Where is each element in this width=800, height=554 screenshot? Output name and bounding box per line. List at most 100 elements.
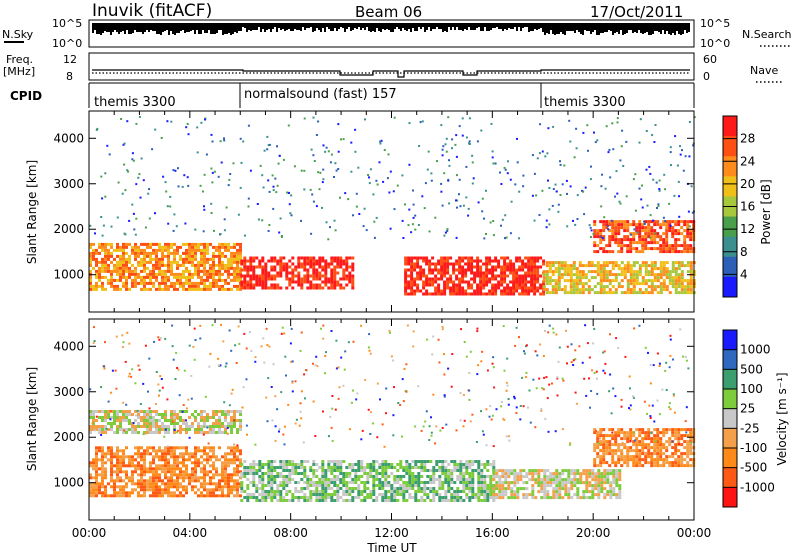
heatmap-cell: [273, 469, 277, 472]
heatmap-cell: [657, 205, 660, 207]
heatmap-cell: [408, 463, 412, 466]
heatmap-cell: [110, 269, 113, 273]
heatmap-cell: [354, 475, 358, 478]
heatmap-cell: [89, 287, 92, 291]
heatmap-cell: [369, 472, 373, 475]
heatmap-cell: [116, 479, 119, 483]
heatmap-cell: [324, 469, 328, 472]
nsky-label: N.Sky: [2, 28, 34, 41]
heatmap-cell: [582, 469, 586, 473]
heatmap-cell: [471, 487, 475, 490]
heatmap-cell: [546, 481, 550, 485]
heatmap-cell: [206, 251, 209, 255]
heatmap-cell: [321, 487, 325, 490]
heatmap-cell: [683, 264, 687, 268]
heatmap-cell: [557, 270, 561, 274]
heatmap-cell: [212, 272, 215, 276]
heatmap-cell: [336, 271, 340, 275]
heatmap-cell: [393, 466, 397, 469]
heatmap-cell: [513, 481, 517, 485]
heatmap-cell: [404, 289, 408, 293]
heatmap-cell: [543, 484, 547, 488]
heatmap-cell: [143, 254, 146, 258]
heatmap-cell: [327, 150, 330, 153]
heatmap-cell: [89, 485, 92, 489]
heatmap-cell: [503, 286, 507, 290]
heatmap-cell: [549, 484, 553, 488]
heatmap-cell: [662, 244, 666, 248]
heatmap-cell: [384, 490, 388, 493]
heatmap-cell: [527, 256, 531, 260]
heatmap-cell: [137, 413, 140, 416]
heatmap-cell: [176, 461, 179, 465]
heatmap-cell: [285, 469, 289, 472]
heatmap-cell: [446, 280, 450, 284]
heatmap-cell: [431, 268, 435, 272]
heatmap-cell: [315, 493, 319, 496]
heatmap-cell: [541, 189, 544, 192]
heatmap-cell: [494, 289, 498, 293]
heatmap-cell: [503, 259, 507, 263]
heatmap-cell: [306, 256, 310, 260]
heatmap-cell: [654, 124, 657, 126]
heatmap-cell: [194, 284, 197, 288]
heatmap-cell: [155, 422, 158, 425]
heatmap-cell: [438, 478, 442, 481]
heatmap-cell: [593, 449, 597, 453]
heatmap-cell: [125, 410, 128, 413]
heatmap-cell: [513, 475, 517, 479]
heatmap-cell: [570, 487, 574, 491]
heatmap-cell: [339, 463, 343, 466]
heatmap-cell: [206, 446, 209, 450]
heatmap-cell: [104, 242, 107, 246]
heatmap-cell: [464, 280, 468, 284]
heatmap-cell: [261, 484, 265, 487]
nsky-bar: [322, 23, 324, 28]
heatmap-cell: [158, 449, 161, 453]
heatmap-cell: [677, 220, 681, 224]
heatmap-cell: [300, 262, 304, 266]
nsky-bar: [578, 23, 580, 32]
heatmap-cell: [264, 274, 268, 278]
heatmap-cell: [212, 425, 215, 428]
heatmap-cell: [656, 223, 660, 227]
heatmap-cell: [635, 241, 639, 245]
heatmap-cell: [212, 449, 215, 453]
heatmap-cell: [500, 224, 502, 227]
heatmap-cell: [261, 487, 265, 490]
nsky-bar: [656, 23, 658, 31]
heatmap-cell: [614, 288, 618, 292]
heatmap-cell: [188, 284, 191, 288]
heatmap-cell: [387, 153, 390, 156]
heatmap-cell: [143, 482, 146, 486]
heatmap-cell: [425, 280, 429, 284]
heatmap-cell: [681, 149, 683, 152]
heatmap-cell: [497, 259, 501, 263]
nsky-bar: [612, 23, 614, 35]
heatmap-cell: [533, 265, 537, 269]
heatmap-cell: [95, 479, 98, 483]
heatmap-cell: [465, 463, 469, 466]
heatmap-cell: [531, 194, 534, 197]
heatmap-cell: [611, 279, 615, 283]
heatmap-cell: [515, 256, 519, 260]
heatmap-cell: [240, 463, 244, 466]
nsky-bar: [110, 23, 112, 35]
heatmap-cell: [107, 482, 110, 486]
heatmap-cell: [528, 472, 532, 476]
heatmap-cell: [321, 206, 323, 209]
heatmap-cell: [492, 499, 496, 502]
nsky-bar: [588, 23, 590, 31]
heatmap-cell: [518, 280, 522, 284]
heatmap-cell: [480, 493, 484, 496]
heatmap-cell: [422, 259, 426, 263]
heatmap-cell: [164, 254, 167, 258]
heatmap-cell: [446, 259, 450, 263]
heatmap-cell: [411, 481, 415, 484]
heatmap-cell: [98, 245, 101, 249]
heatmap-cell: [599, 440, 603, 444]
nsky-bar: [382, 23, 384, 29]
heatmap-cell: [396, 487, 400, 490]
heatmap-cell: [173, 455, 176, 459]
heatmap-cell: [200, 254, 203, 258]
